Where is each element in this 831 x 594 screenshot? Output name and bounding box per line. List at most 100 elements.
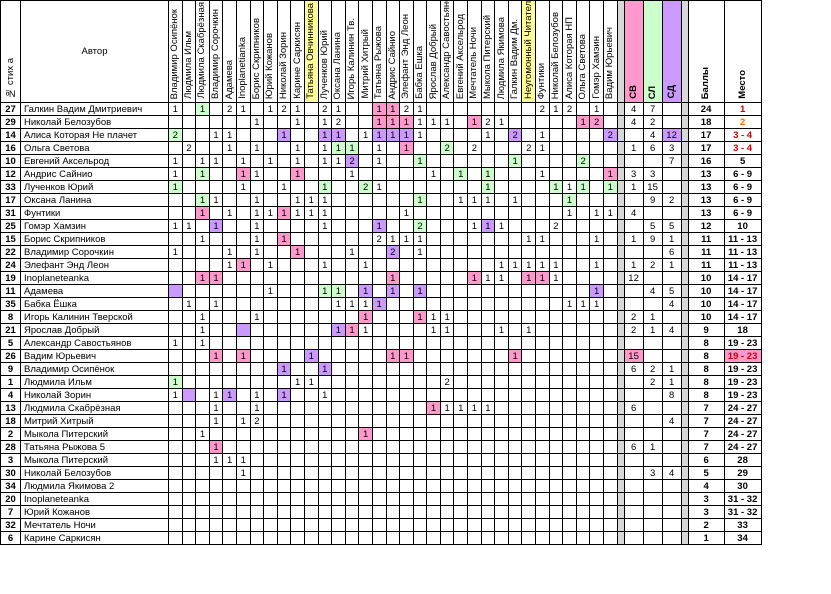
- vote-cell: [222, 414, 237, 428]
- vote-cell: 1: [181, 219, 197, 233]
- row-number: 4: [0, 388, 21, 402]
- vote-cell: [575, 232, 591, 246]
- vote-cell: [317, 310, 333, 324]
- vote-cell: [195, 479, 210, 493]
- row-separator: [680, 531, 689, 545]
- vote-cell: 1: [168, 180, 183, 194]
- vote-cell: [453, 427, 469, 441]
- vote-cell: [603, 115, 618, 129]
- vote-cell: 1: [535, 271, 550, 285]
- vote-cell: [548, 414, 564, 428]
- vote-cell: [453, 375, 469, 389]
- header-voter-label: Бабка Ёшка: [414, 46, 425, 99]
- vote-cell: [575, 245, 591, 259]
- vote-cell: [521, 375, 537, 389]
- vote-cell: [303, 102, 319, 116]
- vote-cell: 1: [276, 180, 292, 194]
- sd-value: [661, 505, 682, 519]
- sv-value: 6: [623, 362, 644, 376]
- vote-cell: 1: [235, 466, 251, 480]
- vote-cell: [276, 518, 292, 532]
- vote-cell: 1: [507, 193, 523, 207]
- vote-cell: [494, 297, 509, 311]
- row-number: 9: [0, 362, 21, 376]
- vote-cell: [371, 284, 387, 298]
- vote-cell: 2: [344, 154, 360, 168]
- vote-cell: 1: [317, 258, 333, 272]
- sd-value: [661, 518, 682, 532]
- sv-value: [623, 154, 644, 168]
- vote-cell: [331, 193, 346, 207]
- vote-cell: 1: [371, 297, 387, 311]
- total-score: 12: [687, 219, 725, 233]
- vote-cell: [521, 401, 537, 415]
- vote-cell: [235, 141, 251, 155]
- vote-cell: 1: [344, 245, 360, 259]
- row-separator: [680, 232, 689, 246]
- vote-cell: 1: [494, 115, 509, 129]
- header-place-label: Место: [737, 70, 748, 99]
- header-voter: Николай Зорин: [276, 0, 292, 103]
- vote-cell: [235, 323, 251, 337]
- vote-cell: 1: [535, 141, 550, 155]
- total-score: 8: [687, 375, 725, 389]
- vote-cell: [168, 258, 183, 272]
- header-num: № стих а: [0, 0, 21, 103]
- vote-cell: 1: [276, 232, 292, 246]
- vote-cell: [358, 271, 373, 285]
- vote-cell: [249, 466, 265, 480]
- vote-cell: [467, 180, 482, 194]
- vote-cell: [181, 258, 197, 272]
- vote-cell: [181, 310, 197, 324]
- place-value: 11 - 13: [723, 258, 762, 272]
- vote-cell: [535, 388, 550, 402]
- vote-cell: [439, 427, 455, 441]
- vote-cell: [426, 284, 441, 298]
- vote-cell: [181, 284, 197, 298]
- vote-cell: [181, 336, 197, 350]
- vote-cell: 1: [317, 128, 333, 142]
- header-voter: Фунтики: [535, 0, 550, 103]
- row-number: 27: [0, 102, 21, 116]
- sd-value: [661, 102, 682, 116]
- table-row: 4 Николай Зорин 1 1 1 1 1 1 8 8 19 - 23: [0, 388, 762, 402]
- vote-cell: [181, 193, 197, 207]
- vote-cell: [344, 336, 360, 350]
- header-voter-label: Владимир Осипёнок: [170, 8, 181, 99]
- vote-cell: 1: [371, 115, 387, 129]
- row-separator: [680, 492, 689, 506]
- vote-cell: [426, 479, 441, 493]
- vote-cell: 1: [358, 128, 373, 142]
- author-name: Николай Белозубов: [20, 466, 169, 480]
- vote-cell: [195, 466, 210, 480]
- vote-cell: 1: [290, 115, 305, 129]
- vote-cell: [453, 323, 469, 337]
- total-score: 11: [687, 258, 725, 272]
- vote-cell: [453, 180, 469, 194]
- vote-cell: [303, 336, 319, 350]
- vote-cell: [249, 440, 265, 454]
- vote-cell: [290, 258, 305, 272]
- vote-cell: [589, 362, 604, 376]
- vote-cell: [371, 388, 387, 402]
- vote-cell: [276, 154, 292, 168]
- header-total-label: Баллы: [701, 66, 712, 99]
- vote-cell: 1: [263, 284, 278, 298]
- author-name: Владимир Сорочкин: [20, 245, 169, 259]
- vote-cell: [399, 336, 414, 350]
- total-score: 8: [687, 336, 725, 350]
- row-separator: [680, 362, 689, 376]
- vote-cell: [575, 167, 591, 181]
- vote-cell: [603, 479, 618, 493]
- vote-cell: [208, 284, 224, 298]
- vote-cell: 1: [426, 167, 441, 181]
- sv-value: 4: [623, 206, 644, 220]
- vote-cell: [208, 492, 224, 506]
- vote-cell: [195, 453, 210, 467]
- vote-cell: [263, 167, 278, 181]
- vote-cell: [181, 362, 197, 376]
- vote-cell: [426, 427, 441, 441]
- vote-cell: [222, 349, 237, 363]
- vote-cell: [385, 219, 401, 233]
- vote-cell: [426, 219, 441, 233]
